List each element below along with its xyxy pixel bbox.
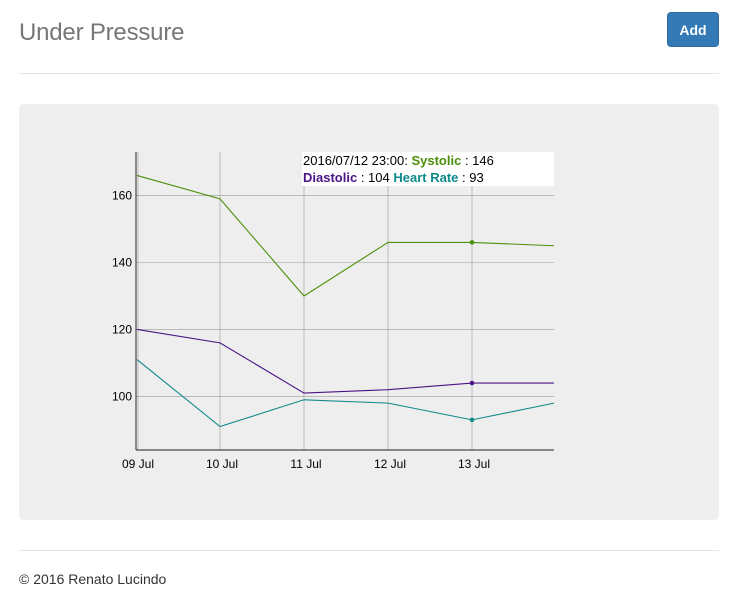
- footer-divider: [19, 550, 719, 551]
- tooltip-heart-rate-value: 93: [469, 170, 483, 185]
- chart-axes: 100 120 140 160 09 Jul 10 Jul 11 Jul 12 Jul 13 J…: [112, 152, 554, 471]
- page-header: Under Pressure Add: [19, 0, 719, 74]
- x-tick-label: 11 Jul: [290, 457, 321, 471]
- tooltip-systolic-value: 146: [472, 153, 494, 168]
- tooltip-line-2: Diastolic : 104 Heart Rate : 93: [303, 170, 484, 185]
- x-tick-label: 09 Jul: [122, 457, 154, 471]
- x-tick-label: 12 Jul: [374, 457, 406, 471]
- x-tick-label: 10 Jul: [206, 457, 238, 471]
- systolic-highlight-point: [469, 240, 475, 245]
- header-divider: [19, 73, 719, 74]
- y-tick-label: 120: [112, 322, 132, 336]
- x-tick-label: 13 Jul: [458, 457, 490, 471]
- diastolic-highlight-point: [469, 380, 475, 386]
- y-tick-label: 100: [112, 389, 132, 403]
- tooltip-timestamp: 2016/07/12 23:00:: [303, 153, 408, 168]
- y-tick-label: 160: [112, 189, 132, 203]
- tooltip-diastolic-value: 104: [368, 170, 390, 185]
- add-button[interactable]: Add: [667, 12, 719, 47]
- tooltip-diastolic-label: Diastolic: [303, 170, 357, 185]
- chart-series: [136, 174, 555, 428]
- page-title: Under Pressure: [19, 19, 185, 46]
- heart_rate-line: [136, 359, 555, 428]
- systolic-line: [136, 174, 555, 297]
- footer-copyright: © 2016 Renato Lucindo: [19, 571, 167, 587]
- blood-pressure-chart[interactable]: 100 120 140 160 09 Jul 10 Jul 11 Jul 12 Jul 13 J…: [19, 104, 719, 520]
- chart-tooltip: 2016/07/12 23:00: Systolic : 146 Diastol…: [302, 152, 554, 186]
- chart-grid: [136, 152, 554, 450]
- y-tick-label: 140: [112, 255, 132, 269]
- tooltip-background: [302, 152, 554, 186]
- heart_rate-highlight-point: [469, 417, 475, 423]
- diastolic-line: [136, 328, 554, 394]
- tooltip-heart-rate-label: Heart Rate: [393, 170, 458, 185]
- chart-panel: 100 120 140 160 09 Jul 10 Jul 11 Jul 12 Jul 13 J…: [19, 104, 719, 520]
- tooltip-systolic-label: Systolic: [411, 153, 461, 168]
- tooltip-line-1: 2016/07/12 23:00: Systolic : 146: [303, 153, 494, 168]
